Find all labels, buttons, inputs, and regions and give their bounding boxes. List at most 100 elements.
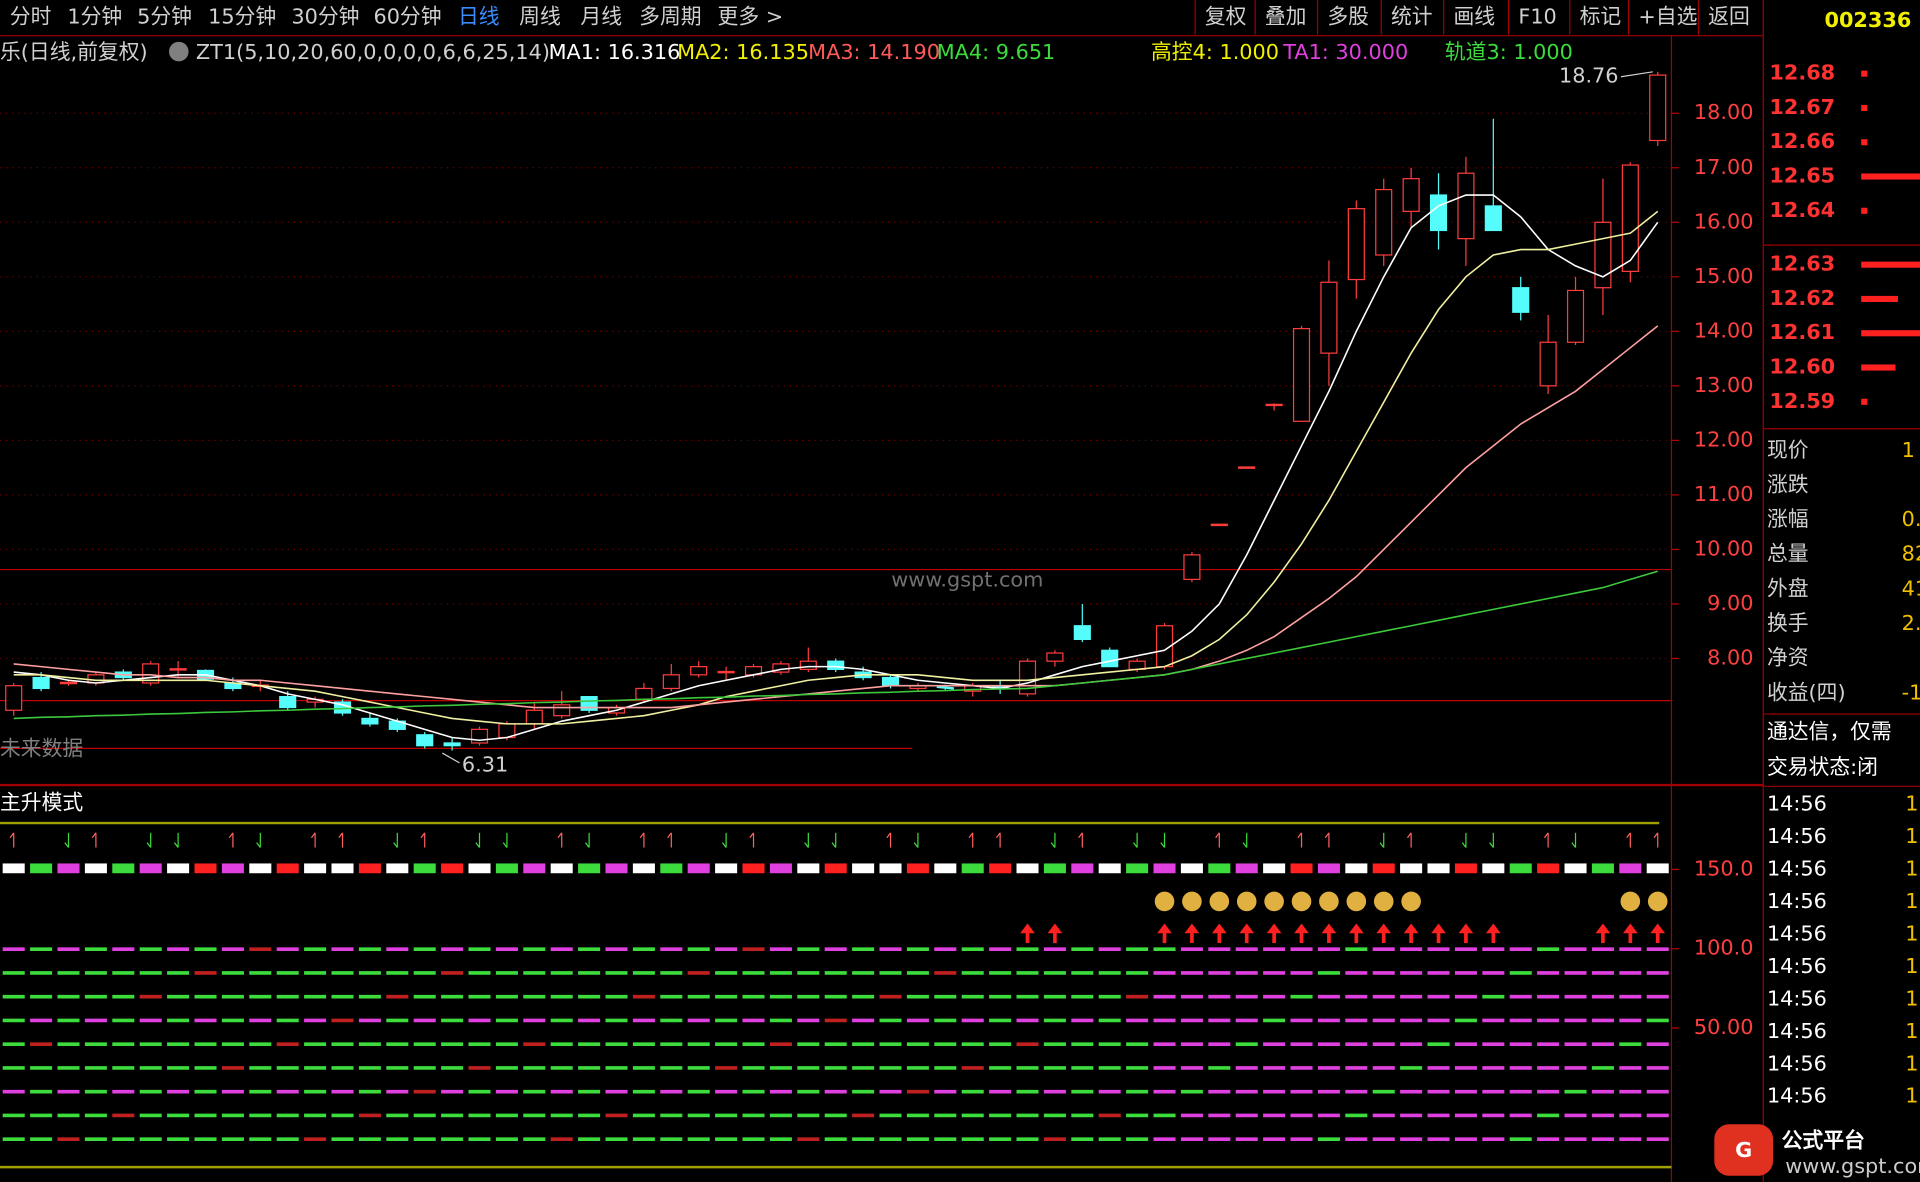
buy-arrow-head [1211, 923, 1227, 934]
signal-arrow-head [1406, 832, 1412, 839]
signal-strip [550, 863, 573, 874]
signal-strip [139, 863, 162, 874]
order-volume-bar [1861, 173, 1920, 180]
signal-arrow-head [1324, 832, 1330, 839]
signal-strip [1290, 863, 1313, 874]
signal-arrow-head [995, 832, 1001, 839]
period-tab[interactable]: 分时 [10, 4, 52, 28]
signal-arrow-head [1543, 832, 1549, 839]
period-tab[interactable]: 周线 [519, 4, 561, 28]
tick-price: 1 [1905, 1051, 1918, 1075]
buy-arrow-head [1650, 923, 1666, 934]
toolbar-button[interactable]: 画线 [1453, 4, 1495, 28]
order-volume-bar [1861, 70, 1868, 77]
signal-arrow-head [1160, 842, 1166, 848]
period-tab[interactable]: 更多 > [718, 4, 784, 28]
tick-time: 14:56 [1767, 889, 1827, 913]
order-price: 12.68 [1769, 61, 1835, 85]
toolbar-button[interactable]: 复权 [1205, 4, 1247, 28]
signal-arrow-head [804, 842, 809, 848]
signal-strip [687, 863, 710, 874]
toolbar-button[interactable]: 叠加 [1265, 4, 1307, 28]
stat-value: -1 [1902, 680, 1920, 704]
order-price: 12.63 [1769, 252, 1835, 276]
candle-body [827, 660, 845, 670]
period-tab[interactable]: 15分钟 [208, 4, 276, 28]
period-tab[interactable]: 日线 [458, 4, 500, 28]
signal-arrow-head [1050, 842, 1056, 848]
candle-body [1046, 652, 1064, 662]
period-tab[interactable]: 30分钟 [291, 4, 359, 28]
signal-arrow-head [1571, 842, 1577, 848]
y-tick-label: 10.00 [1694, 536, 1754, 560]
signal-strip [1208, 863, 1231, 874]
period-tab[interactable]: 月线 [580, 4, 622, 28]
order-price: 12.66 [1769, 129, 1835, 153]
buy-arrow-head [1622, 923, 1638, 934]
signal-strip [961, 863, 984, 874]
tick-time: 14:56 [1767, 792, 1827, 816]
ma-line [13, 194, 1659, 742]
buy-arrow-head [1595, 923, 1611, 934]
info-item: MA2: 16.135 [677, 40, 809, 64]
order-volume-bar [1861, 398, 1868, 405]
signal-strip [84, 863, 107, 874]
period-tab[interactable]: 5分钟 [137, 4, 192, 28]
signal-strip [1427, 863, 1450, 874]
period-tab[interactable]: 多周期 [639, 4, 701, 28]
toolbar-button[interactable]: 统计 [1391, 4, 1433, 28]
tick-price: 1 [1905, 857, 1918, 881]
signal-arrow-head [146, 842, 152, 848]
candle-body [1566, 289, 1585, 343]
stock-name: 乐(日线,前复权) [0, 40, 148, 64]
toolbar-button[interactable]: F10 [1518, 4, 1556, 28]
money-icon [1154, 891, 1175, 912]
buy-arrow-head [1047, 923, 1063, 934]
signal-strip [797, 863, 820, 874]
tick-price: 1 [1905, 986, 1918, 1010]
signal-strip [468, 863, 491, 874]
signal-strip [632, 863, 655, 874]
toolbar-button[interactable]: 标记 [1580, 4, 1622, 28]
signal-arrow-head [1078, 832, 1083, 839]
signal-strip [1071, 863, 1094, 874]
signal-strip [304, 863, 327, 874]
stock-code: 002336 [1824, 8, 1911, 32]
signal-strip [1180, 863, 1203, 874]
toolbar-button[interactable]: +自选 [1638, 4, 1697, 28]
order-price: 12.60 [1769, 355, 1835, 379]
candle-body [1621, 164, 1639, 272]
tick-time: 14:56 [1767, 1051, 1827, 1075]
signal-arrow-head [1489, 842, 1494, 848]
signal-arrow-head [9, 832, 15, 839]
money-icon [1319, 891, 1339, 912]
signal-arrow-head [831, 842, 837, 848]
signal-strip [386, 863, 409, 874]
toolbar-button[interactable]: 多股 [1327, 4, 1369, 28]
signal-strip [605, 863, 628, 874]
signal-arrow-head [968, 832, 974, 839]
stat-value: 2. [1902, 611, 1920, 635]
signal-arrow-head [1379, 842, 1385, 848]
signal-strip [1372, 863, 1395, 874]
signal-arrow-head [913, 842, 919, 848]
signal-strip [413, 863, 436, 874]
tick-time: 14:56 [1767, 954, 1827, 978]
order-volume-bar [1861, 104, 1868, 111]
candle-body [1484, 205, 1502, 232]
watermark: www.gspt.com [891, 568, 1043, 592]
signal-arrow-head [173, 842, 179, 848]
period-tab[interactable]: 60分钟 [373, 4, 441, 28]
signal-strip [495, 863, 518, 874]
signal-strip [2, 863, 25, 874]
high-label: 18.76 [1559, 64, 1619, 88]
candle-body [881, 676, 900, 687]
money-icon [1620, 891, 1641, 912]
toolbar-button[interactable]: 返回 [1708, 4, 1750, 28]
signal-strip [989, 863, 1012, 874]
y-tick-label: 15.00 [1694, 264, 1754, 288]
stat-label: 外盘 [1767, 576, 1809, 600]
signal-arrow-head [639, 832, 645, 839]
period-tab[interactable]: 1分钟 [67, 4, 122, 28]
candle-body [1594, 221, 1612, 289]
